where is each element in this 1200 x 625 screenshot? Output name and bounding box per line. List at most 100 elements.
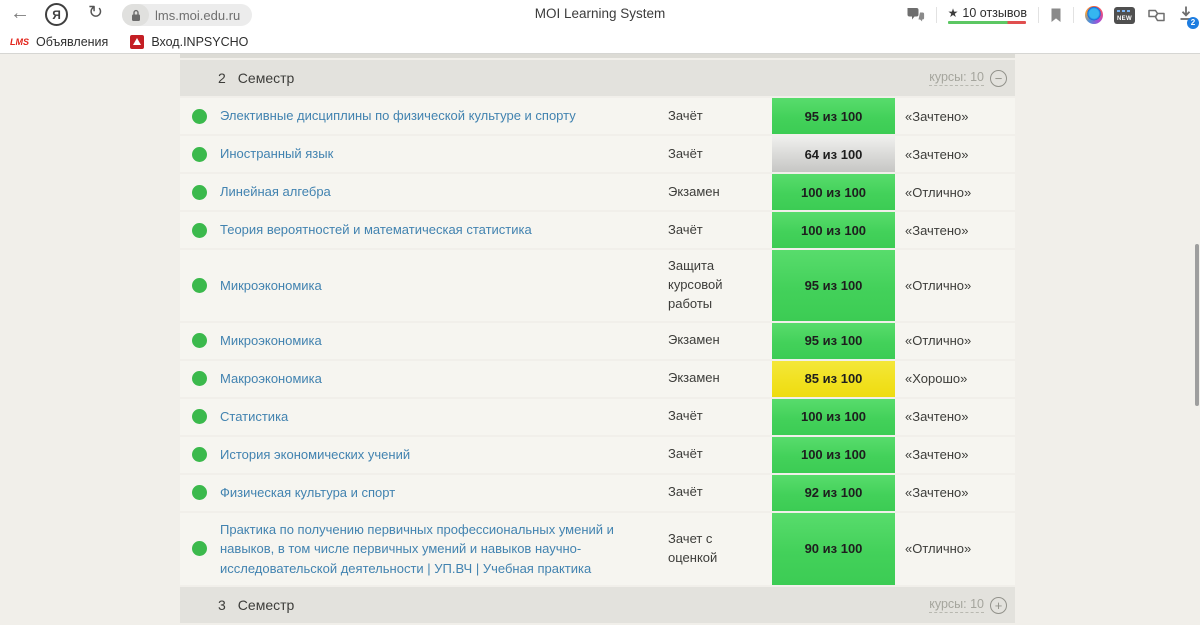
course-link[interactable]: Иностранный язык [220,146,334,162]
browser-chrome: ← Я ↻ lms.moi.edu.ru MOI Learning System [0,0,1200,54]
exam-type: Зачет с оценкой [668,530,718,565]
back-button[interactable]: ← [10,2,30,24]
exam-type: Зачёт [668,408,703,424]
exam-type: Зачёт [668,145,703,161]
extension-circle-icon[interactable] [1085,6,1103,24]
status-dot [192,222,207,238]
lms-favicon: LMS [10,36,29,47]
grade-text: «Зачтено» [905,409,969,425]
inpsycho-favicon [130,34,145,49]
status-dot [192,371,207,387]
address-bar[interactable]: lms.moi.edu.ru [122,4,253,26]
collections-icon[interactable] [1146,7,1167,24]
score-text: 100 из 100 [800,409,867,425]
table-row: Практика по получению первичных професси… [180,512,1015,586]
table-row: Теория вероятностей и математическая ста… [180,212,1015,248]
collapse-icon[interactable]: − [990,69,1007,87]
status-dot [192,146,207,162]
table-row: Статистика Зачёт 100 из 100 «Зачтено» [180,398,1015,435]
score-badge: 95 из 100 [772,250,895,321]
score-text: 85 из 100 [804,371,863,387]
yandex-icon[interactable]: Я [45,3,68,26]
refresh-button[interactable]: ↻ [88,2,104,22]
reviews-count: 10 отзывов [962,6,1027,20]
score-text: 100 из 100 [800,184,867,200]
status-dot [192,409,207,425]
semester-number: 2 [218,70,226,86]
course-link[interactable]: Макроэкономика [220,370,322,386]
status-dot [192,108,207,124]
next-semester-header: 3 Семестр курсы: 10 + [180,587,1015,624]
score-badge: 90 из 100 [772,512,895,586]
score-badge: 64 из 100 [772,136,895,172]
grade-text: «Отлично» [905,277,972,293]
grade-text: «Хорошо» [905,371,968,387]
scrollbar-thumb[interactable] [1195,244,1199,406]
semester-label: Семестр [237,597,295,614]
grades-table: 2 Семестр курсы: 10 − Элективные дисципл… [180,54,1015,625]
courses-count-link[interactable]: курсы: 10 [929,597,984,614]
lock-icon[interactable] [122,4,149,26]
star-icon: ★ [947,6,959,20]
status-dot [192,184,207,200]
course-link[interactable]: Физическая культура и спорт [220,484,396,500]
bookmark-item-announcements[interactable]: LMS Объявления [10,34,109,49]
separator [1073,7,1074,23]
exam-type: Защита курсовой работы [668,258,723,311]
separator [1038,7,1039,23]
bookmark-item-inpsycho[interactable]: Вход.INPSYCHO [130,34,248,49]
table-row: Микроэкономика Защита курсовой работы 95… [180,250,1015,321]
grade-text: «Зачтено» [905,222,969,238]
separator [935,7,937,23]
video-new-extension-icon[interactable]: NEW [1114,6,1135,24]
score-badge: 95 из 100 [772,98,895,134]
table-row: Элективные дисциплины по физической куль… [180,98,1015,134]
course-link[interactable]: Элективные дисциплины по физической куль… [220,108,576,124]
score-text: 95 из 100 [804,333,863,349]
toolbar-right-icons: ★ 10 отзывов NEW [901,0,1199,30]
downloads-badge: 2 [1187,16,1199,29]
grade-text: «Отлично» [905,184,972,200]
status-dot [192,541,207,557]
url-text: lms.moi.edu.ru [155,7,241,23]
score-badge: 100 из 100 [772,174,895,210]
course-link[interactable]: Линейная алгебра [220,184,331,200]
exam-type: Экзамен [668,370,720,386]
course-link[interactable]: История экономических учений [220,446,411,462]
score-badge: 95 из 100 [772,322,895,359]
course-link[interactable]: Теория вероятностей и математическая ста… [220,222,532,238]
browser-toolbar: ← Я ↻ lms.moi.edu.ru MOI Learning System [0,0,1200,30]
table-row: Иностранный язык Зачёт 64 из 100 «Зачтен… [180,136,1015,172]
page-content: 2 Семестр курсы: 10 − Элективные дисципл… [0,54,1200,624]
exam-type: Зачёт [668,484,703,500]
status-dot [192,333,207,349]
grade-text: «Отлично» [905,333,972,349]
course-link[interactable]: Микроэкономика [220,332,322,348]
expand-icon[interactable]: + [990,596,1007,614]
chat-bubbles-icon[interactable] [906,7,925,23]
semester-header: 2 Семестр курсы: 10 − [180,60,1015,96]
score-badge: 100 из 100 [772,212,895,248]
grade-text: «Зачтено» [905,447,969,463]
table-row: Линейная алгебра Экзамен 100 из 100 «Отл… [180,174,1015,210]
semester-number: 3 [218,597,226,614]
course-link[interactable]: Статистика [220,408,289,424]
course-link[interactable]: Практика по получению первичных професси… [220,521,614,576]
table-row: Физическая культура и спорт Зачёт 92 из … [180,474,1015,511]
downloads-icon[interactable]: 2 [1178,5,1199,29]
courses-count-link[interactable]: курсы: 10 [929,70,984,86]
grade-text: «Зачтено» [905,485,969,501]
status-dot [192,447,207,463]
score-text: 100 из 100 [800,222,867,238]
reviews-widget[interactable]: ★ 10 отзывов [948,6,1027,24]
grade-text: «Отлично» [905,541,972,557]
score-text: 64 из 100 [804,146,863,162]
score-text: 95 из 100 [804,108,863,124]
table-row: Макроэкономика Экзамен 85 из 100 «Хорошо… [180,360,1015,397]
table-row: Микроэкономика Экзамен 95 из 100 «Отличн… [180,322,1015,359]
score-text: 95 из 100 [804,277,863,293]
cutoff-row-sliver [180,54,1015,58]
bookmark-icon[interactable] [1050,8,1062,23]
course-link[interactable]: Микроэкономика [220,277,322,293]
score-badge: 100 из 100 [772,398,895,435]
